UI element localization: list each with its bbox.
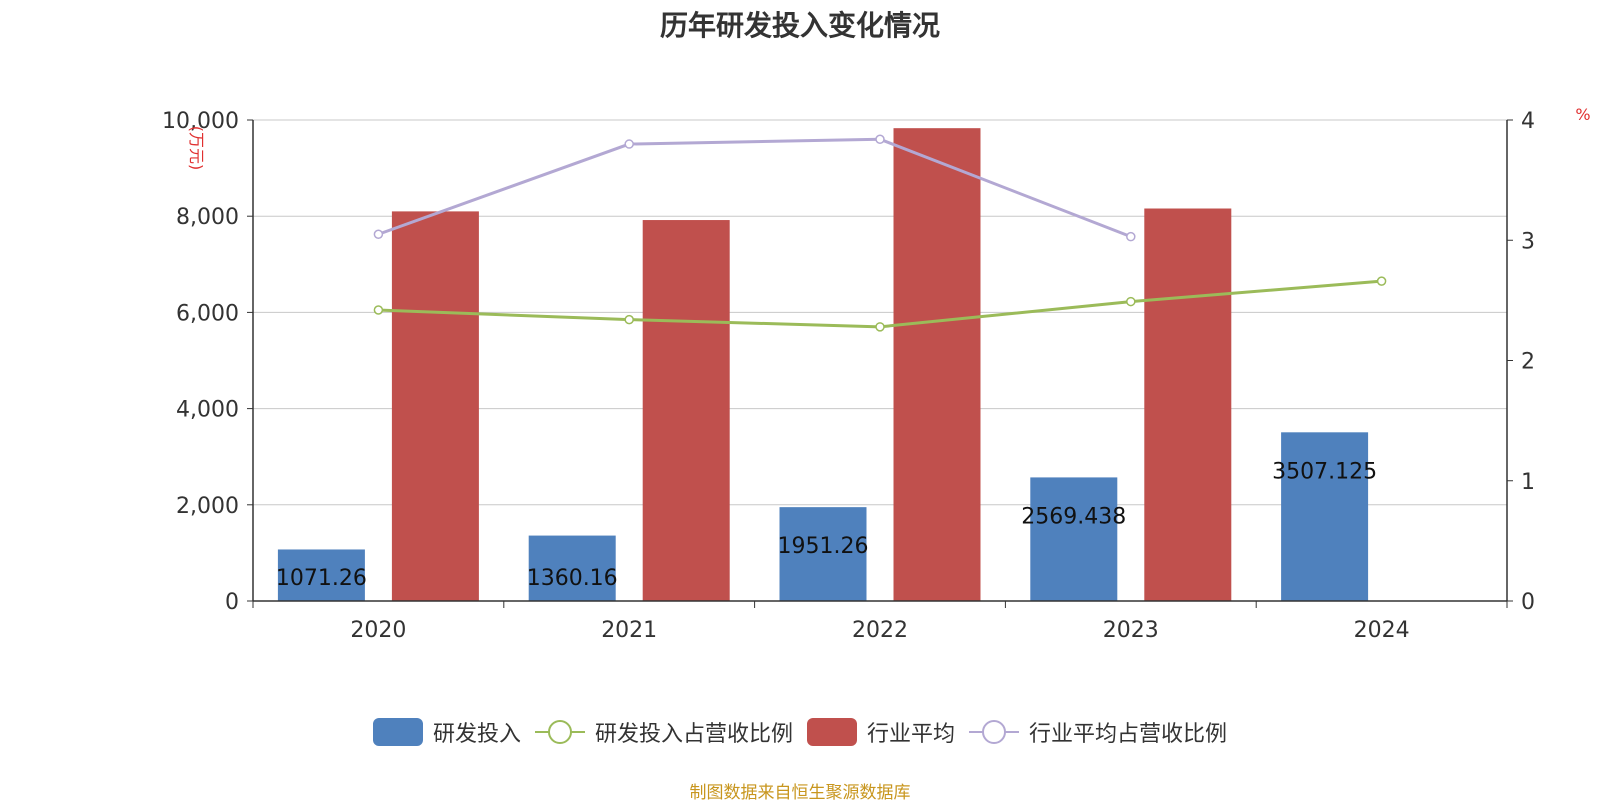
y-left-axis-label: (万元): [187, 126, 206, 171]
bar-industry: [893, 128, 981, 601]
y-left-tick-label: 4,000: [176, 398, 239, 423]
bar-data-label: 1071.26: [276, 566, 367, 591]
y-right-tick-label: 4: [1521, 109, 1535, 134]
label-layer: 0 2,000 4,000 6,000 8,000 10,000 0 1 2 3 4 (万元)% 202…: [162, 105, 1591, 643]
legend-swatch-rd-ratio: [534, 718, 585, 746]
legend-label-rd: 研发投入: [432, 722, 521, 747]
legend-label-industry: 行业平均: [867, 722, 956, 747]
legend-item-industry[interactable]: 行业平均: [807, 716, 955, 748]
legend: 研发投入 研发投入占营收比例 行业平均 行业平均占营收比例: [0, 716, 1600, 748]
legend-item-industry-ratio[interactable]: 行业平均占营收比例: [969, 716, 1227, 748]
y-left-tick-label: 0: [225, 590, 239, 615]
point-rd-ratio: [1126, 296, 1136, 307]
axis-layer: [247, 119, 1513, 608]
x-tick-label: 2024: [1354, 618, 1410, 643]
legend-label-industry-ratio: 行业平均占营收比例: [1029, 722, 1228, 747]
y-right-tick-label: 1: [1521, 470, 1535, 495]
legend-swatch-industry-ratio: [969, 718, 1020, 746]
y-left-tick-label: 8,000: [176, 205, 239, 230]
y-right-tick-label: 3: [1521, 229, 1535, 254]
bar-rd: [1281, 432, 1369, 601]
series-line-industry-ratio: [377, 137, 1132, 239]
y-left-tick-label: 10,000: [162, 109, 239, 134]
x-tick-label: 2021: [601, 618, 657, 643]
y-right-tick-label: 2: [1521, 350, 1535, 375]
x-tick-label: 2023: [1103, 618, 1159, 643]
bar-rd: [779, 507, 867, 601]
bar-industry: [1144, 208, 1232, 601]
y-right-tick-label: 0: [1521, 590, 1535, 615]
bar-industry: [391, 211, 479, 601]
bar-rd: [528, 535, 616, 601]
bar-rd: [277, 549, 365, 601]
legend-label-rd-ratio: 研发投入占营收比例: [594, 722, 793, 747]
bar-data-label: 1360.16: [527, 566, 618, 591]
point-industry-ratio: [373, 229, 384, 239]
y-left-tick-label: 2,000: [176, 494, 239, 519]
chart-title: 历年研发投入变化情况: [659, 9, 940, 42]
bar-data-label: 2569.438: [1021, 504, 1126, 529]
y-left-tick-label: 6,000: [176, 301, 239, 326]
line-layer: [373, 134, 1387, 332]
point-industry-ratio: [624, 139, 634, 149]
bar-industry: [642, 220, 730, 601]
point-rd-ratio: [1376, 276, 1387, 286]
legend-item-rd-ratio[interactable]: 研发投入占营收比例: [534, 716, 793, 748]
legend-swatch-rd: [372, 718, 423, 746]
legend-swatch-industry: [807, 718, 857, 746]
x-tick-label: 2022: [852, 618, 908, 643]
source-note: 制图数据来自恒生聚源数据库: [689, 783, 911, 803]
point-rd-ratio: [624, 314, 634, 325]
bar-data-label: 1951.26: [778, 534, 869, 559]
point-rd-ratio: [373, 305, 384, 315]
point-industry-ratio: [1126, 231, 1136, 242]
bar-rd: [1030, 477, 1118, 601]
bar-data-label: 3507.125: [1272, 459, 1377, 484]
y-right-axis-label: %: [1575, 105, 1590, 124]
point-rd-ratio: [875, 322, 885, 332]
point-industry-ratio: [875, 134, 885, 144]
legend-item-rd[interactable]: 研发投入: [372, 716, 521, 748]
bar-layer: [277, 128, 1369, 601]
x-tick-label: 2020: [350, 618, 406, 643]
